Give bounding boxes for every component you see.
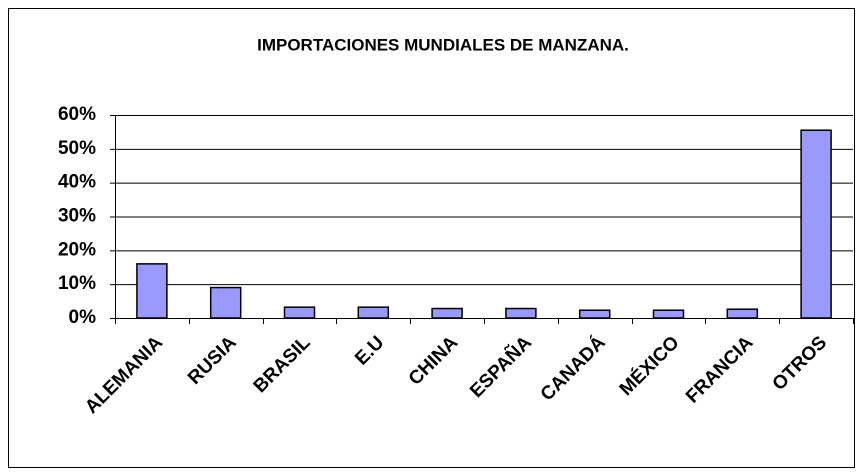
chart-title: IMPORTACIONES MUNDIALES DE MANZANA.	[257, 35, 629, 54]
y-tick-label: 40%	[58, 172, 96, 193]
bar	[505, 307, 537, 319]
bar	[800, 129, 832, 319]
bar	[652, 309, 685, 319]
y-tick-label: 60%	[58, 104, 96, 125]
y-tick-label: 10%	[58, 273, 96, 294]
bar	[357, 306, 390, 319]
bar	[136, 263, 168, 319]
bar	[726, 308, 759, 319]
bar	[431, 307, 463, 319]
chart-border	[8, 8, 855, 468]
y-tick-label: 0%	[69, 307, 97, 328]
bar	[209, 286, 242, 319]
y-tick-label: 20%	[58, 239, 96, 260]
bar	[283, 306, 316, 319]
bar	[578, 309, 611, 319]
y-tick-label: 50%	[58, 138, 96, 159]
y-tick-label: 30%	[58, 206, 96, 227]
